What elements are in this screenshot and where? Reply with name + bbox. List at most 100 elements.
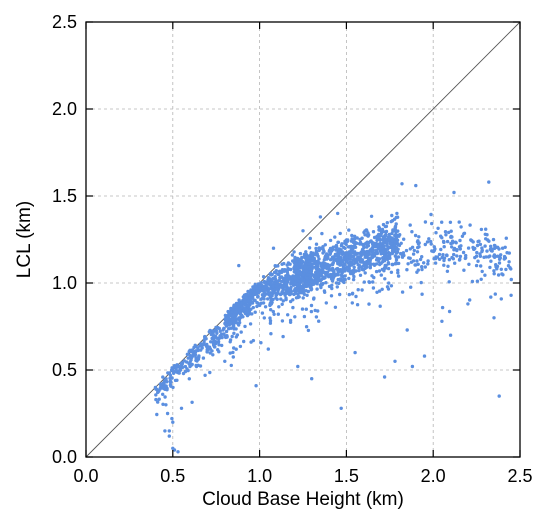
- data-point: [347, 266, 351, 270]
- data-point: [337, 281, 341, 286]
- data-point: [356, 288, 360, 292]
- data-point: [499, 267, 503, 271]
- data-point: [489, 244, 493, 248]
- data-point: [310, 377, 314, 381]
- data-point: [509, 277, 513, 282]
- data-point: [457, 220, 461, 224]
- data-point: [473, 255, 477, 260]
- data-point: [358, 242, 362, 246]
- data-point: [243, 303, 247, 307]
- data-point: [423, 220, 428, 224]
- data-point: [462, 268, 466, 272]
- data-point: [308, 275, 312, 279]
- data-point: [330, 266, 335, 271]
- data-point: [323, 275, 327, 280]
- data-point: [208, 347, 213, 351]
- data-point: [359, 254, 363, 258]
- data-point: [276, 272, 280, 276]
- data-point: [164, 403, 168, 407]
- data-point: [224, 335, 228, 340]
- data-point: [410, 245, 415, 249]
- data-point: [369, 239, 373, 243]
- data-point: [420, 292, 424, 296]
- data-point: [371, 242, 375, 246]
- data-point: [232, 331, 236, 335]
- data-point: [163, 395, 167, 399]
- data-point: [266, 347, 270, 351]
- data-point: [258, 303, 262, 308]
- data-point: [170, 366, 174, 370]
- data-point: [412, 248, 416, 253]
- one-to-one-reference-line: [85, 21, 521, 458]
- data-point: [353, 350, 357, 355]
- data-point: [314, 242, 319, 246]
- data-point: [397, 243, 402, 248]
- x-tick-label: 1.0: [247, 466, 272, 486]
- data-point: [479, 264, 483, 268]
- data-point: [350, 291, 355, 295]
- data-point: [441, 253, 445, 257]
- y-tick-label: 1.0: [52, 273, 77, 293]
- data-point: [177, 369, 181, 373]
- data-point: [407, 256, 411, 260]
- data-point: [262, 316, 266, 320]
- data-point: [296, 364, 300, 369]
- data-point: [280, 319, 285, 323]
- data-point: [354, 294, 358, 299]
- data-point: [162, 382, 166, 386]
- data-point: [394, 261, 398, 265]
- data-point: [185, 352, 190, 356]
- data-point: [181, 371, 186, 376]
- data-point: [251, 305, 255, 310]
- data-point: [383, 249, 387, 254]
- data-point: [268, 277, 272, 281]
- data-point: [345, 252, 349, 257]
- data-point: [408, 223, 412, 227]
- data-point: [383, 265, 387, 270]
- data-point: [205, 342, 209, 347]
- data-point: [166, 371, 170, 375]
- data-point: [342, 269, 346, 273]
- data-point: [196, 356, 200, 360]
- data-point: [189, 363, 193, 367]
- data-point: [350, 233, 354, 238]
- data-point: [334, 243, 339, 248]
- data-point: [306, 289, 310, 294]
- data-point: [358, 251, 363, 256]
- data-point: [334, 248, 338, 252]
- data-point: [229, 363, 233, 368]
- data-point: [475, 279, 480, 283]
- data-point: [271, 284, 275, 288]
- data-point: [237, 308, 241, 312]
- data-point: [453, 240, 458, 244]
- data-point: [377, 226, 382, 231]
- data-point: [346, 261, 351, 265]
- data-point: [323, 290, 327, 294]
- data-point: [300, 307, 305, 311]
- data-point: [476, 259, 480, 263]
- data-point: [268, 316, 272, 320]
- data-point: [483, 232, 487, 236]
- data-point: [471, 245, 475, 250]
- data-point: [357, 266, 361, 270]
- data-point: [426, 259, 430, 263]
- data-point: [394, 258, 399, 262]
- data-point: [448, 220, 453, 224]
- data-point: [290, 275, 294, 279]
- data-point: [394, 237, 398, 241]
- data-point: [307, 246, 312, 250]
- data-point: [177, 364, 182, 368]
- data-point: [362, 260, 367, 265]
- data-point: [468, 298, 472, 302]
- data-point: [201, 356, 206, 360]
- data-point: [375, 234, 379, 239]
- data-point: [293, 287, 297, 291]
- data-point: [193, 353, 198, 357]
- data-point: [373, 244, 377, 248]
- data-point: [471, 240, 475, 244]
- data-point: [254, 291, 258, 296]
- data-point: [230, 317, 234, 321]
- data-point: [237, 317, 242, 322]
- data-point: [331, 261, 335, 265]
- data-point: [268, 319, 273, 323]
